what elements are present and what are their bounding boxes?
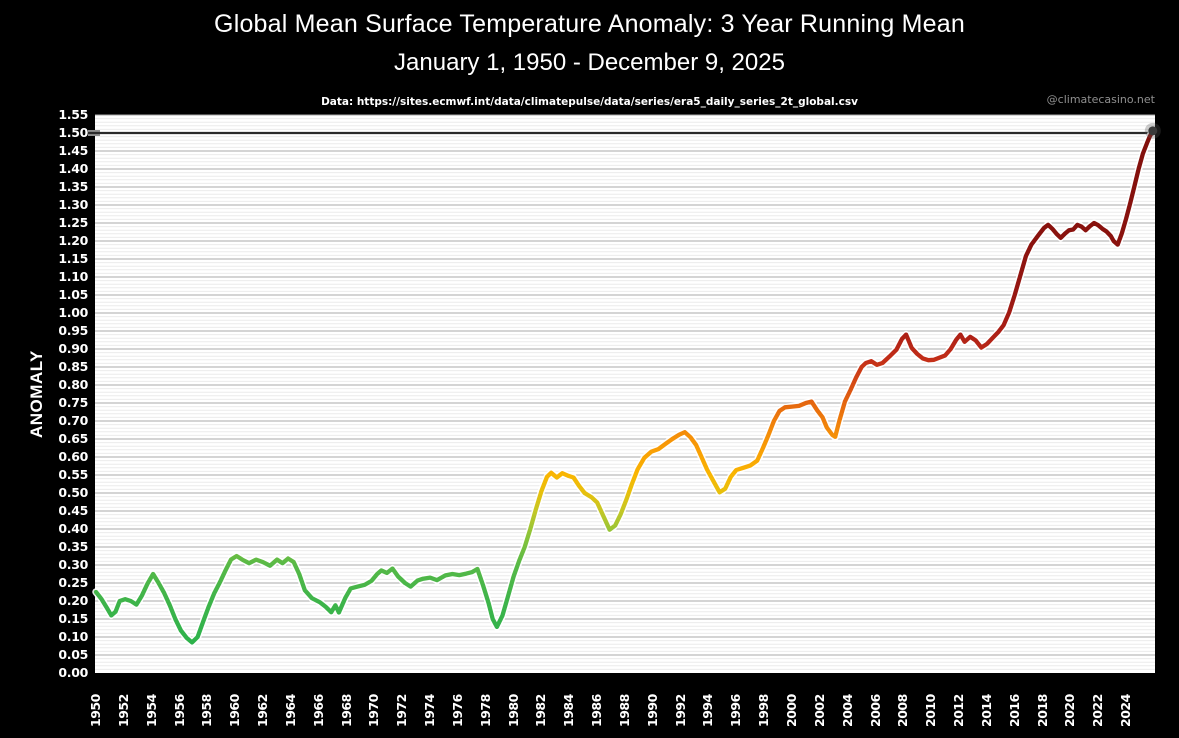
y-tick-label: 0.20 [58, 593, 88, 608]
x-tick-label: 1966 [310, 694, 326, 727]
y-tick-label: 1.30 [58, 197, 88, 212]
y-tick-label: 1.05 [58, 287, 88, 302]
x-tick-label: 2004 [839, 694, 855, 727]
x-tick-label: 1962 [255, 694, 271, 727]
x-tick-label: 1964 [282, 694, 298, 727]
x-tick-label: 1986 [589, 694, 605, 727]
x-tick-label: 1950 [88, 694, 103, 727]
data-source-note: Data: https://sites.ecmwf.int/data/clima… [321, 96, 858, 108]
y-tick-label: 0.05 [58, 647, 88, 662]
y-tick-label: 0.00 [58, 665, 88, 680]
x-tick-label: 2012 [951, 694, 967, 727]
y-tick-label: 0.80 [58, 377, 88, 392]
y-tick-label: 0.95 [58, 323, 88, 338]
x-tick-label: 1970 [366, 694, 382, 727]
y-tick-label: 0.50 [58, 485, 88, 500]
y-tick-label: 0.70 [58, 413, 88, 428]
y-tick-label: 1.40 [58, 161, 88, 176]
chart-subtitle: January 1, 1950 - December 9, 2025 [394, 49, 785, 76]
x-tick-label: 1982 [533, 694, 549, 727]
y-tick-label: 0.90 [58, 341, 88, 356]
x-tick-label: 1976 [449, 694, 465, 727]
y-tick-label: 1.15 [58, 251, 88, 266]
y-tick-label: 0.25 [58, 575, 88, 590]
x-tick-label: 1996 [728, 694, 744, 727]
y-tick-label: 0.55 [58, 467, 88, 482]
y-tick-label: 1.10 [58, 269, 88, 284]
x-tick-label: 1958 [199, 694, 215, 727]
y-tick-label: 0.85 [58, 359, 88, 374]
x-tick-label: 2010 [923, 694, 939, 727]
x-tick-label: 1978 [477, 694, 493, 727]
x-tick-label: 1994 [700, 694, 716, 727]
x-tick-label: 1960 [227, 694, 243, 727]
y-tick-label: 1.25 [58, 215, 88, 230]
plot-area [88, 114, 1161, 673]
y-tick-label: 0.75 [58, 395, 88, 410]
x-tick-label: 2022 [1090, 694, 1106, 727]
x-tick-label: 1968 [338, 694, 354, 727]
y-tick-label: 1.45 [58, 143, 88, 158]
x-tick-label: 2000 [784, 694, 799, 727]
y-tick-label: 0.65 [58, 431, 88, 446]
x-tick-label: 2020 [1062, 694, 1078, 727]
end-marker-dot [1148, 126, 1158, 136]
y-tick-label: 0.45 [58, 503, 88, 518]
x-tick-label: 1984 [561, 694, 577, 727]
x-tick-label: 1990 [644, 694, 660, 727]
temperature-anomaly-line-chart [88, 114, 1161, 670]
y-tick-label: 1.00 [58, 305, 88, 320]
y-tick-label: 0.60 [58, 449, 88, 464]
x-tick-label: 1972 [394, 694, 410, 727]
x-tick-label: 1998 [756, 694, 772, 727]
x-tick-label: 2008 [895, 694, 911, 727]
credit-watermark: @climatecasino.net [1046, 93, 1155, 106]
y-tick-label: 0.40 [58, 521, 88, 536]
x-tick-label: 2024 [1118, 694, 1134, 727]
x-tick-label: 1992 [672, 694, 688, 727]
x-tick-label: 2006 [867, 694, 883, 727]
y-tick-label: 0.10 [58, 629, 88, 644]
y-tick-label: 1.35 [58, 179, 88, 194]
x-tick-label: 2018 [1034, 694, 1050, 727]
x-tick-label: 1988 [616, 694, 632, 727]
chart-title: Global Mean Surface Temperature Anomaly:… [214, 10, 965, 38]
y-tick-label: 1.55 [58, 107, 88, 122]
x-tick-label: 1956 [171, 694, 187, 727]
y-tick-label: 0.35 [58, 539, 88, 554]
y-tick-label: 0.30 [58, 557, 88, 572]
y-tick-label: 1.50 [58, 125, 88, 140]
x-tick-label: 2016 [1006, 694, 1022, 727]
x-tick-label: 1974 [422, 694, 438, 727]
anomaly-line [93, 128, 1155, 645]
line-halo [92, 127, 1157, 647]
y-tick-label: 0.15 [58, 611, 88, 626]
y-tick-label: 1.20 [58, 233, 88, 248]
x-tick-label: 1980 [505, 694, 521, 727]
x-tick-label: 2002 [811, 694, 827, 727]
x-tick-label: 1952 [115, 694, 131, 727]
x-tick-label: 2014 [978, 694, 994, 727]
x-tick-label: 1954 [143, 694, 159, 727]
